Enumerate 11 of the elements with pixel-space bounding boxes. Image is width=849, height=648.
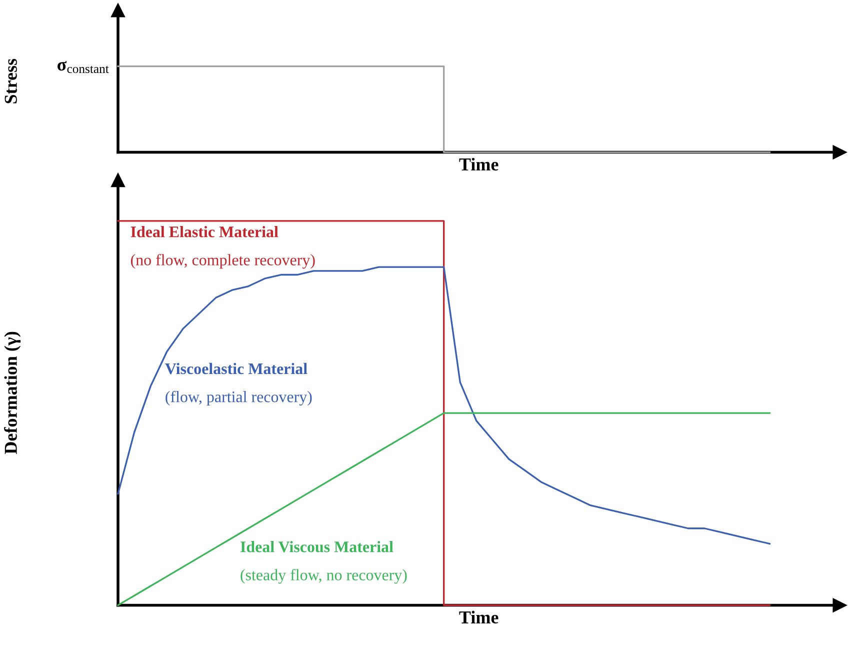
series-label: Viscoelastic Material <box>165 362 308 374</box>
annotation: (steady flow, no recovery) <box>240 568 407 584</box>
x-axis-title: Time <box>459 610 498 624</box>
x-axis-title: Time <box>459 158 498 171</box>
annotation: (no flow, complete recovery) <box>130 254 315 269</box>
text: σ$_{constant}$ <box>58 61 109 74</box>
y-axis-title: Deformation (γ) <box>4 332 21 454</box>
annotation: (flow, partial recovery) <box>166 390 312 406</box>
series-label: Ideal Elastic Material <box>130 226 278 238</box>
series-label: Ideal Viscous Material <box>240 541 394 552</box>
y-axis-title: Stress <box>4 58 17 104</box>
